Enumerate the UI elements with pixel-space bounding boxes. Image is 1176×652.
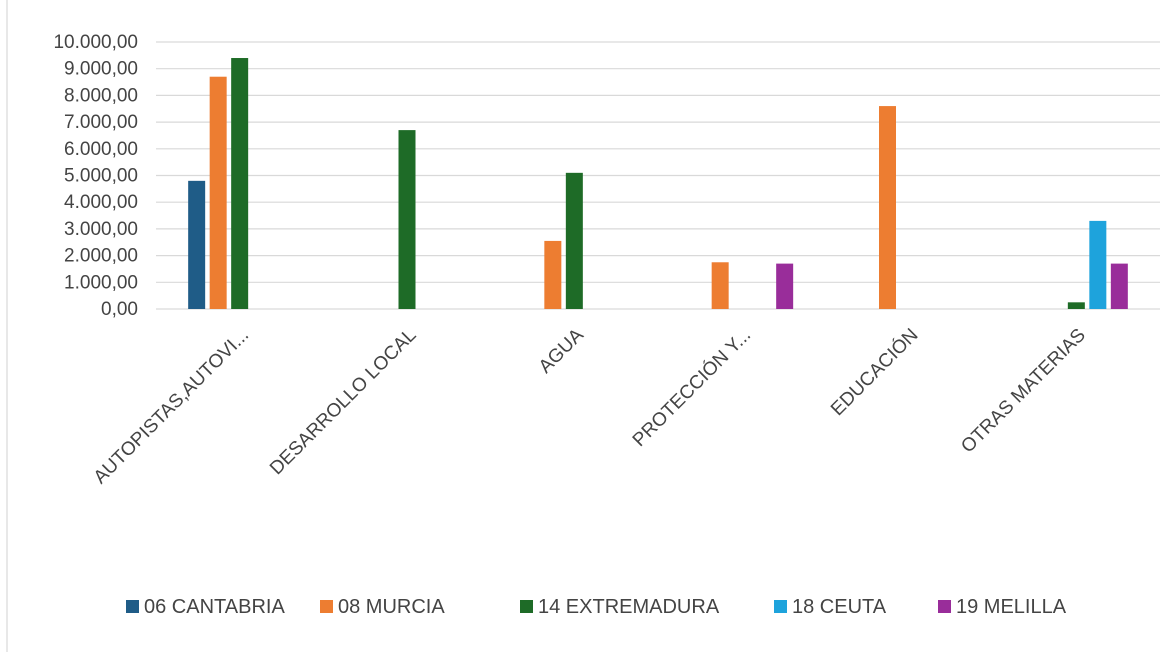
x-axis-categories: AUTOPISTAS,AUTOVI... DESARROLLO LOCAL AGUA… bbox=[90, 324, 1090, 488]
legend-swatch bbox=[520, 600, 533, 613]
legend-swatch bbox=[126, 600, 139, 613]
y-tick-label: 9.000,00 bbox=[64, 59, 138, 80]
legend-swatch bbox=[938, 600, 951, 613]
legend-swatch bbox=[774, 600, 787, 613]
legend-label: 06 CANTABRIA bbox=[144, 596, 285, 618]
x-category-label: EDUCACIÓN bbox=[826, 324, 922, 420]
y-tick-label: 8.000,00 bbox=[64, 85, 138, 106]
y-tick-label: 10.000,00 bbox=[53, 32, 138, 53]
legend-item: 19 MELILLA bbox=[938, 596, 1067, 618]
bar bbox=[1067, 302, 1085, 309]
legend-label: 14 EXTREMADURA bbox=[538, 596, 720, 618]
bars bbox=[188, 58, 1128, 310]
x-category-label: OTRAS MATERIAS bbox=[957, 325, 1090, 458]
bar bbox=[209, 76, 227, 310]
x-category-label: AGUA bbox=[535, 324, 588, 377]
x-category-label: PROTECCIÓN Y... bbox=[628, 324, 755, 451]
bar bbox=[231, 58, 249, 309]
bar bbox=[1110, 263, 1128, 309]
y-tick-label: 3.000,00 bbox=[64, 219, 138, 240]
legend-item: 14 EXTREMADURA bbox=[520, 596, 720, 618]
gridlines bbox=[156, 41, 1160, 310]
y-axis-ticks: 0,00 1.000,00 2.000,00 3.000,00 4.000,00 5.00… bbox=[53, 32, 138, 320]
bar bbox=[544, 240, 562, 309]
y-tick-label: 2.000,00 bbox=[64, 246, 138, 267]
legend-item: 18 CEUTA bbox=[774, 596, 887, 618]
legend-swatch bbox=[320, 600, 333, 613]
bar bbox=[879, 106, 896, 309]
y-tick-label: 1.000,00 bbox=[64, 272, 138, 293]
bar bbox=[776, 263, 794, 309]
y-tick-label: 6.000,00 bbox=[64, 139, 138, 160]
bar bbox=[565, 172, 583, 309]
legend-item: 06 CANTABRIA bbox=[126, 596, 285, 618]
legend-label: 08 MURCIA bbox=[338, 596, 445, 618]
bar bbox=[398, 130, 416, 309]
legend-label: 18 CEUTA bbox=[792, 596, 887, 618]
legend-label: 19 MELILLA bbox=[956, 596, 1067, 618]
bar bbox=[1089, 220, 1107, 309]
y-tick-label: 0,00 bbox=[101, 299, 138, 320]
y-tick-label: 7.000,00 bbox=[64, 112, 138, 133]
bar bbox=[188, 180, 206, 309]
legend-item: 08 MURCIA bbox=[320, 596, 445, 618]
x-category-label: DESARROLLO LOCAL bbox=[266, 325, 420, 479]
legend: 06 CANTABRIA 08 MURCIA 14 EXTREMADURA 18 CE… bbox=[126, 596, 1067, 618]
y-tick-label: 5.000,00 bbox=[64, 166, 138, 187]
x-category-label: AUTOPISTAS,AUTOVI... bbox=[90, 325, 253, 488]
bar bbox=[711, 262, 729, 309]
y-tick-label: 4.000,00 bbox=[64, 192, 138, 213]
